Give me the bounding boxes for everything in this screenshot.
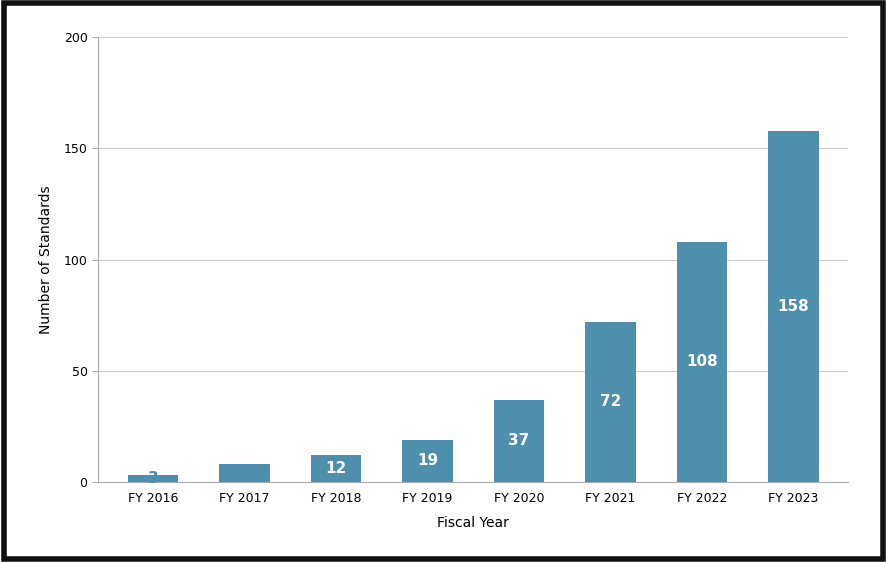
Text: 158: 158: [777, 299, 809, 314]
Text: 19: 19: [416, 454, 438, 469]
Text: 3: 3: [147, 472, 158, 486]
Bar: [767, 130, 818, 482]
Text: 108: 108: [686, 355, 717, 369]
Bar: [676, 242, 727, 482]
Text: 72: 72: [599, 395, 620, 410]
Bar: [585, 322, 635, 482]
Bar: [128, 475, 178, 482]
Bar: [402, 440, 452, 482]
Text: 12: 12: [325, 461, 346, 476]
X-axis label: Fiscal Year: Fiscal Year: [437, 516, 509, 530]
Y-axis label: Number of Standards: Number of Standards: [38, 185, 52, 334]
Bar: [310, 455, 361, 482]
Text: 8: 8: [239, 466, 250, 481]
Bar: [219, 464, 269, 482]
Text: 37: 37: [508, 433, 529, 448]
Bar: [494, 400, 543, 482]
